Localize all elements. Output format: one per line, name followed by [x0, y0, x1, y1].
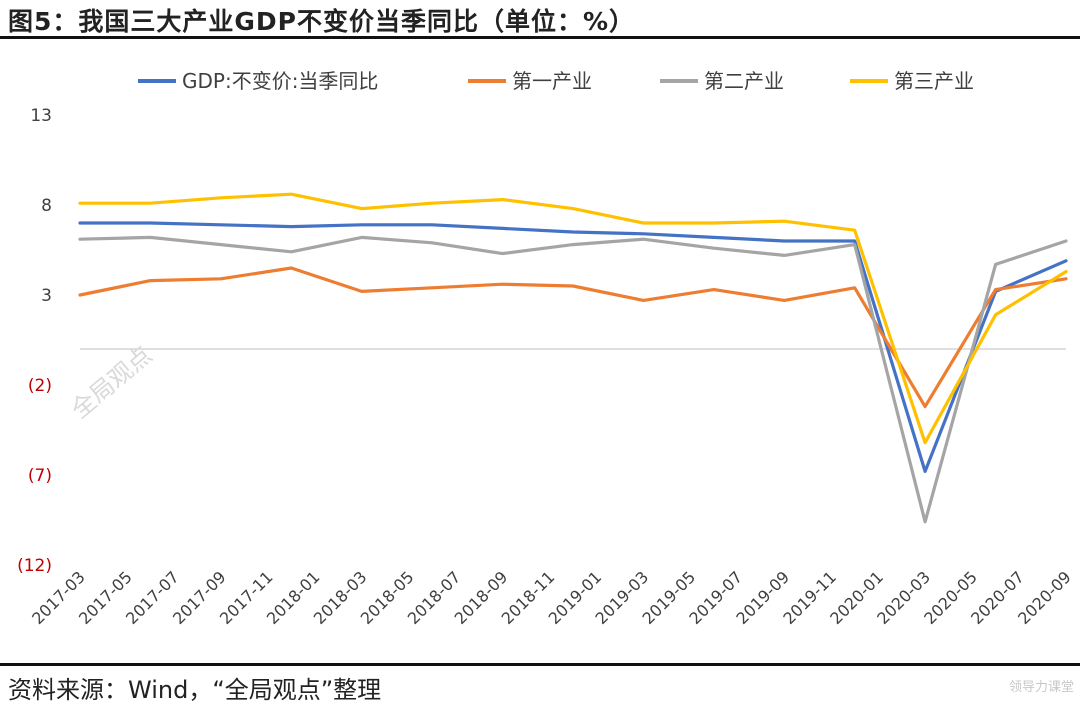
x-axis: 2017-032017-052017-072017-092017-112018-…: [28, 567, 1075, 628]
legend-label-primary: 第一产业: [512, 69, 592, 93]
y-tick-label: 3: [41, 286, 52, 306]
y-axis: 13 8 3 (2) (7) (12): [17, 106, 52, 576]
y-tick-label: 8: [41, 196, 52, 216]
legend-label-gdp: GDP:不变价:当季同比: [182, 69, 378, 93]
line-chart: GDP:不变价:当季同比 第一产业 第二产业 第三产业 1383(2)(7)(12) …: [17, 69, 1075, 628]
y-tick-label: 13: [30, 106, 52, 126]
chart-title: 图5：我国三大产业GDP不变价当季同比（单位：%）: [8, 7, 636, 36]
series-line-secondary: [78, 235, 1068, 524]
series-lines: [78, 192, 1068, 524]
bottom-rule: [0, 663, 1080, 666]
y-tick-label: (7): [28, 466, 52, 486]
series-line-primary: [78, 266, 1068, 409]
series-line-gdp: [78, 221, 1068, 473]
corner-watermark: 领导力课堂: [1008, 680, 1074, 695]
y-tick-label: (12): [17, 556, 52, 576]
legend-label-secondary: 第二产业: [704, 69, 784, 93]
top-rule: [0, 36, 1080, 39]
y-tick-label: (2): [28, 376, 52, 396]
series-line-tertiary: [78, 192, 1068, 445]
chart-legend: GDP:不变价:当季同比 第一产业 第二产业 第三产业: [138, 69, 974, 93]
source-note: 资料来源：Wind，“全局观点”整理: [8, 676, 382, 704]
legend-label-tertiary: 第三产业: [894, 69, 974, 93]
